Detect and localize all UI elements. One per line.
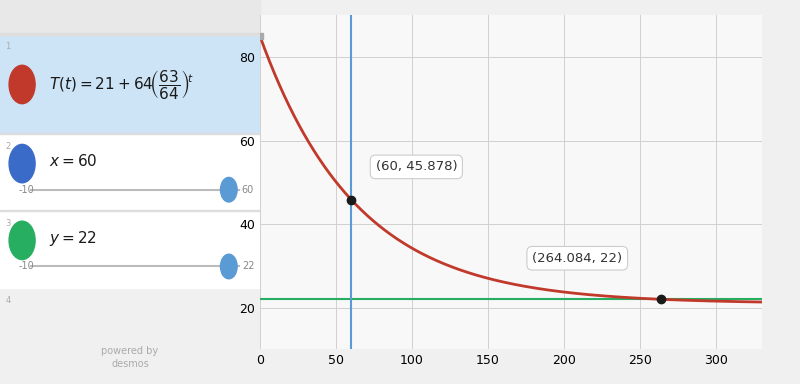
Text: powered by
desmos: powered by desmos [102, 346, 158, 369]
Bar [0, 0, 260, 35]
Bar [0, 134, 260, 211]
Text: 60: 60 [242, 185, 254, 195]
Text: $x = 60$: $x = 60$ [50, 153, 98, 169]
Text: 22: 22 [242, 262, 254, 271]
Bar [0, 210, 260, 211]
Text: -10: -10 [18, 262, 34, 271]
Text: (264.084, 22): (264.084, 22) [532, 252, 622, 265]
Text: 4: 4 [6, 296, 10, 305]
Text: 1: 1 [6, 42, 10, 51]
Text: 3: 3 [6, 219, 10, 228]
Bar [0, 33, 260, 35]
Text: 2: 2 [6, 142, 10, 151]
Bar [0, 211, 260, 288]
Text: $T(t) = 21 + 64\!\left(\dfrac{63}{64}\right)^{\!t}$: $T(t) = 21 + 64\!\left(\dfrac{63}{64}\ri… [50, 68, 194, 101]
Circle shape [9, 65, 35, 104]
Text: $y = 22$: $y = 22$ [50, 228, 98, 248]
Circle shape [9, 144, 35, 183]
Circle shape [221, 254, 237, 279]
Text: -10: -10 [18, 185, 34, 195]
Bar [0, 35, 260, 134]
Text: (60, 45.878): (60, 45.878) [375, 161, 457, 174]
Circle shape [9, 221, 35, 260]
Bar [0, 133, 260, 134]
Circle shape [221, 177, 237, 202]
